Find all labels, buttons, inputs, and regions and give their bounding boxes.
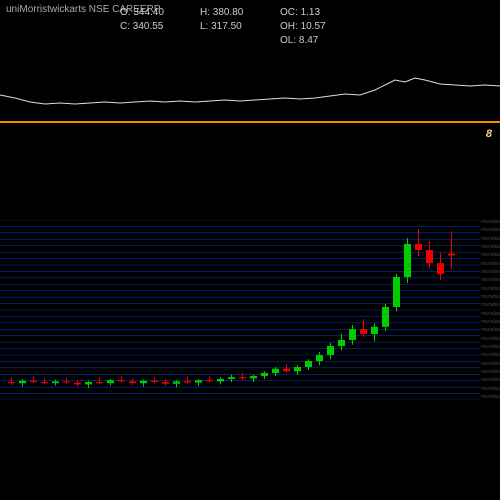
upper-line-chart bbox=[0, 40, 500, 120]
stat-high: H: 380.80 bbox=[200, 6, 258, 20]
stat-oc: OC: 1.13 bbox=[280, 6, 338, 20]
stat-low: L: 317.50 bbox=[200, 20, 258, 34]
stat-oh: OH: 10.57 bbox=[280, 20, 338, 34]
lower-candle-chart bbox=[0, 220, 480, 400]
chart-separator bbox=[0, 121, 500, 123]
watermark-column: munafasutra.communafasutra.communafasutr… bbox=[481, 220, 498, 400]
stat-close: C: 340.55 bbox=[120, 20, 178, 34]
stat-open: O: 344.40 bbox=[120, 6, 178, 20]
period-label: 8 bbox=[486, 128, 492, 140]
